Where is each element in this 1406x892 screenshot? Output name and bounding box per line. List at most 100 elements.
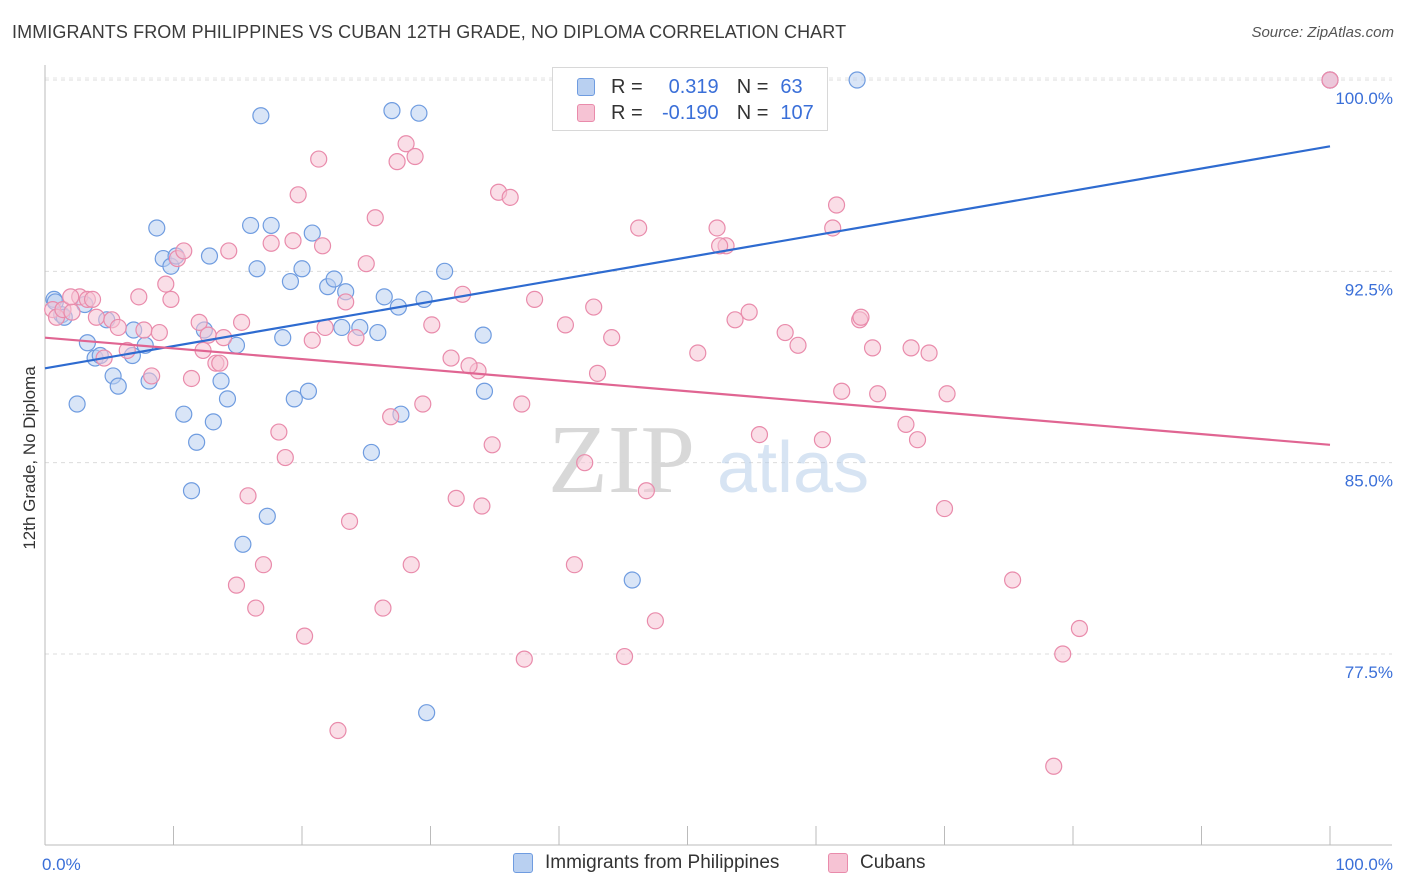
cuban-point xyxy=(637,482,655,500)
trendlines xyxy=(44,145,1331,446)
philippines-point xyxy=(383,102,401,120)
cuban-point xyxy=(852,308,870,326)
cuban-point xyxy=(630,219,648,237)
cuban-point xyxy=(863,339,882,357)
cuban-point xyxy=(711,237,729,255)
cuban-point xyxy=(689,344,707,362)
cuban-point xyxy=(827,196,846,214)
cuban-point xyxy=(938,385,956,403)
cuban-point xyxy=(869,385,887,403)
cuban-point xyxy=(402,556,420,574)
cuban-point xyxy=(239,487,257,505)
cuban-point xyxy=(1054,645,1072,663)
cuban-point xyxy=(284,232,302,250)
philippines-point xyxy=(410,104,428,122)
r-value: 0.319 xyxy=(668,75,719,98)
n-label: N = xyxy=(736,75,769,98)
cuban-point xyxy=(157,275,175,293)
philippines-point xyxy=(474,326,492,344)
philippines-point xyxy=(175,405,193,423)
philippines-swatch xyxy=(577,78,595,96)
cuban-point xyxy=(175,242,193,260)
philippines-legend-swatch xyxy=(513,853,533,873)
cubans-points xyxy=(44,71,1339,775)
philippines-point xyxy=(212,372,230,390)
cuban-point xyxy=(150,323,168,342)
philippines-point xyxy=(234,535,252,553)
cuban-point xyxy=(588,364,607,382)
philippines-point xyxy=(148,219,166,237)
cuban-point xyxy=(920,344,938,362)
cuban-point xyxy=(87,308,106,326)
cuban-point xyxy=(615,647,634,666)
cuban-point xyxy=(83,290,102,308)
cuban-point xyxy=(143,367,161,385)
cubans-legend-label: Cubans xyxy=(860,852,926,873)
legend-item-philippines: Immigrants from Philippines xyxy=(513,852,779,874)
cuban-point xyxy=(902,339,920,357)
cuban-point xyxy=(750,426,769,444)
cuban-point xyxy=(897,415,915,433)
cuban-point xyxy=(414,395,432,413)
philippines-point xyxy=(436,262,454,280)
cuban-point xyxy=(276,448,294,467)
cuban-point xyxy=(442,349,460,367)
philippines-point xyxy=(623,571,641,589)
philippines-point xyxy=(418,704,436,722)
cuban-point xyxy=(789,336,807,354)
cuban-point xyxy=(62,288,80,306)
cubans-trendline xyxy=(44,336,1331,446)
philippines-point xyxy=(303,224,321,242)
philippines-point xyxy=(299,382,318,400)
philippines-point xyxy=(258,507,276,525)
axes xyxy=(44,65,1392,846)
philippines-point xyxy=(475,382,494,400)
cuban-point xyxy=(423,316,441,334)
x-tick-label: 0.0% xyxy=(42,855,81,874)
cuban-point xyxy=(525,290,544,308)
cuban-point xyxy=(740,303,758,321)
correlation-legend: R = 0.319 N = 63 R = -0.190 N = 107 xyxy=(552,67,828,131)
philippines-point xyxy=(369,323,387,342)
cuban-point xyxy=(460,357,478,375)
cuban-point xyxy=(565,556,584,574)
y-tick-label: 100.0% xyxy=(1335,89,1393,108)
cuban-point xyxy=(310,150,328,168)
cuban-point xyxy=(247,599,265,617)
cuban-point xyxy=(501,188,519,206)
y-tick-label: 92.5% xyxy=(1345,280,1393,299)
cuban-point xyxy=(211,354,229,372)
cuban-point xyxy=(483,436,501,454)
cuban-point xyxy=(130,288,148,306)
y-tick-label: 77.5% xyxy=(1345,663,1393,682)
cuban-point xyxy=(513,395,531,413)
cuban-point xyxy=(357,255,375,273)
philippines-point xyxy=(188,433,206,451)
philippines-point xyxy=(68,395,86,413)
cuban-point xyxy=(833,382,851,400)
y-tick-label: 85.0% xyxy=(1345,472,1393,491)
cuban-point xyxy=(227,576,246,594)
legend-row-cubans: R = -0.190 N = 107 xyxy=(577,102,814,124)
cubans-legend-swatch xyxy=(828,853,848,873)
n-label: N = xyxy=(736,101,769,124)
chart-source: Source: ZipAtlas.com xyxy=(1251,24,1394,41)
cuban-point xyxy=(374,599,392,617)
cuban-point xyxy=(382,408,400,426)
cuban-point xyxy=(406,147,424,166)
cuban-point xyxy=(1070,619,1089,638)
philippines-point xyxy=(333,318,351,337)
philippines-point xyxy=(293,260,311,278)
watermark-zip: ZIP xyxy=(548,406,695,514)
philippines-point xyxy=(218,390,237,408)
cuban-point xyxy=(270,423,288,441)
cuban-point xyxy=(935,499,954,518)
cuban-point xyxy=(776,323,794,342)
philippines-point xyxy=(242,216,260,235)
cuban-point xyxy=(708,219,726,237)
cuban-point xyxy=(182,369,201,388)
philippines-point xyxy=(415,290,433,308)
cuban-point xyxy=(109,318,127,337)
r-value: -0.190 xyxy=(661,101,719,124)
cuban-point xyxy=(447,489,465,507)
